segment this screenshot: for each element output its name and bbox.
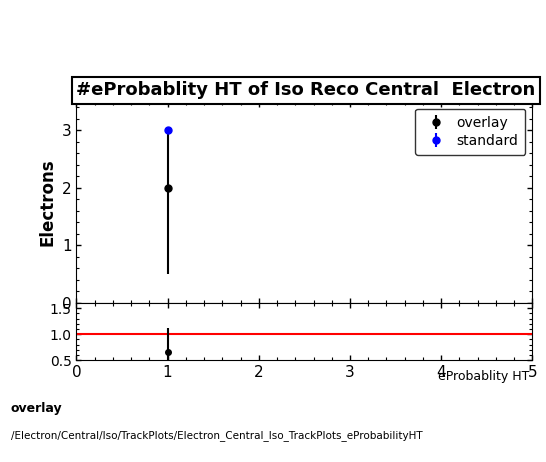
Text: overlay: overlay [11,402,63,415]
Y-axis label: Electrons: Electrons [38,158,56,246]
Text: /Electron/Central/Iso/TrackPlots/Electron_Central_Iso_TrackPlots_eProbabilityHT: /Electron/Central/Iso/TrackPlots/Electro… [11,430,423,441]
Text: eProbablity HT: eProbablity HT [438,370,530,383]
Text: #eProbablity HT of Iso Reco Central  Electron: #eProbablity HT of Iso Reco Central Elec… [76,81,536,99]
Legend: overlay, standard: overlay, standard [415,109,525,155]
